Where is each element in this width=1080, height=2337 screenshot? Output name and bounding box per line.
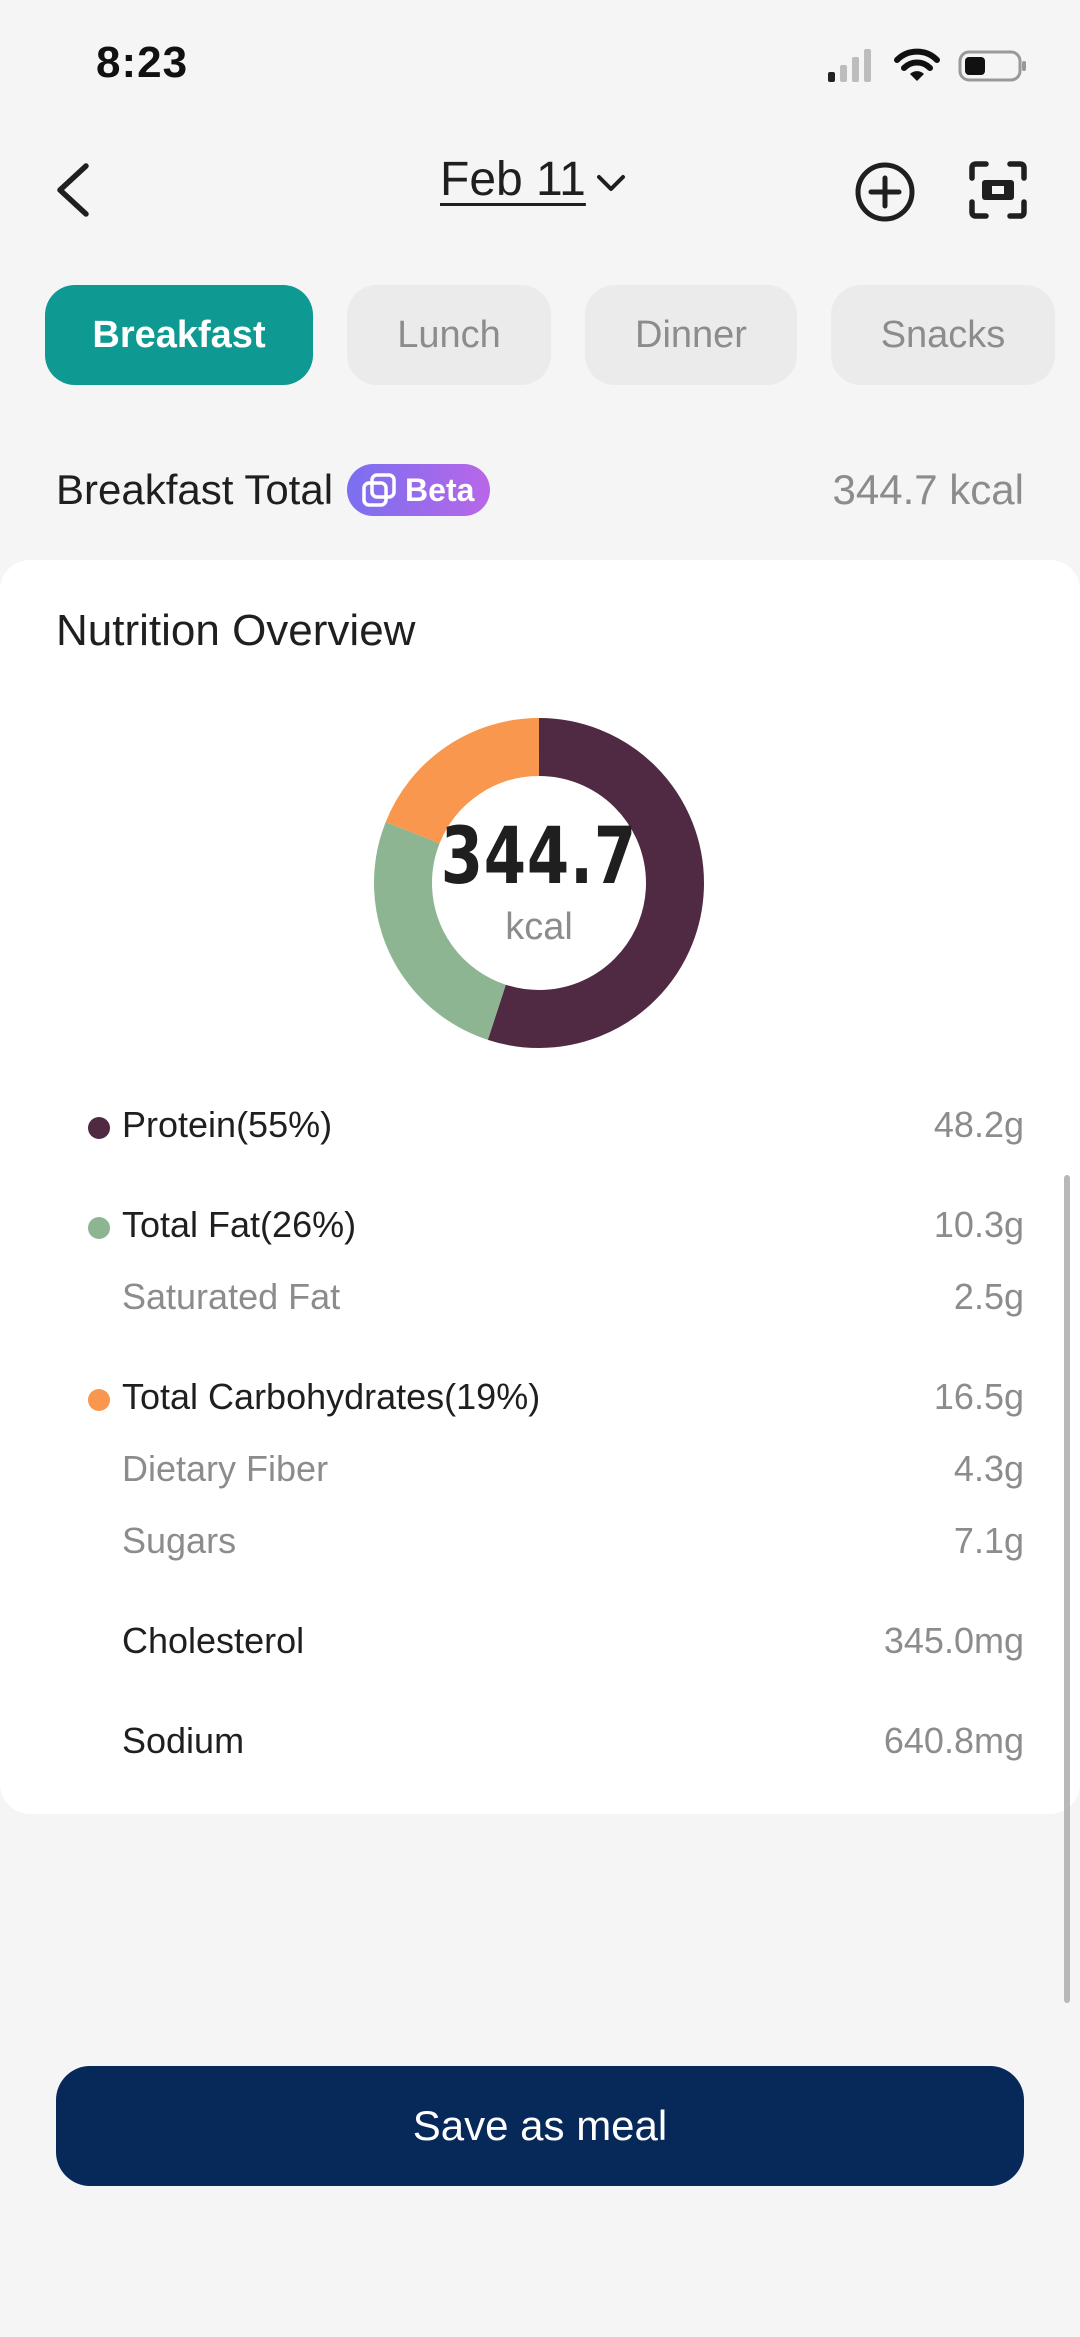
donut-center: 344.7 kcal [374, 718, 704, 1048]
nutrient-label: Cholesterol [122, 1620, 305, 1661]
nutrient-value: 48.2g [933, 1104, 1024, 1145]
scan-button[interactable] [968, 160, 1028, 220]
donut-segment-total-carbohydrates [374, 718, 704, 1048]
meal-total-label: Breakfast Total [56, 466, 334, 513]
copy-icon [362, 473, 396, 507]
tab-lunch[interactable]: Lunch [347, 285, 551, 385]
header: Feb 11 [0, 140, 1080, 240]
nutrient-value: 7.1g [953, 1520, 1024, 1561]
nutrient-label: Saturated Fat [122, 1276, 341, 1317]
protein-dot [88, 1117, 110, 1139]
nutrient-row-total-carbohydrates: Total Carbohydrates(19%) 16.5g [0, 1372, 1080, 1422]
beta-label: Beta [405, 471, 475, 508]
nutrient-row-cholesterol: Cholesterol 345.0mg [0, 1616, 1080, 1666]
meal-tabs: Breakfast Lunch Dinner Snacks [45, 285, 1055, 385]
status-icons [826, 48, 1028, 84]
nutrient-value: 2.5g [953, 1276, 1024, 1317]
date-picker[interactable]: Feb 11 [440, 152, 626, 207]
nutrient-row-sodium: Sodium 640.8mg [0, 1716, 1080, 1766]
nutrient-row-sugars: Sugars 7.1g [0, 1516, 1080, 1566]
nutrient-value: 640.8mg [883, 1720, 1024, 1761]
nutrient-label: Protein(55%) [122, 1104, 333, 1145]
nutrition-overview-card: Nutrition Overview 344.7 kcal Protein(55… [0, 560, 1080, 1814]
tab-breakfast[interactable]: Breakfast [45, 285, 313, 385]
nutrient-label: Sodium [122, 1720, 245, 1761]
nutrient-value: 10.3g [933, 1204, 1024, 1245]
fat-dot [88, 1217, 110, 1239]
nutrient-value: 345.0mg [883, 1620, 1024, 1661]
nutrient-value: 16.5g [933, 1376, 1024, 1417]
chevron-down-icon [596, 174, 625, 191]
nutrient-row-saturated-fat: Saturated Fat 2.5g [0, 1272, 1080, 1322]
donut-segment-total-fat [374, 718, 704, 1048]
cellular-signal-icon [828, 49, 871, 82]
carbs-dot [88, 1389, 110, 1411]
nutrient-row-dietary-fiber: Dietary Fiber 4.3g [0, 1444, 1080, 1494]
status-bar: 8:23 [0, 0, 1080, 130]
status-time: 8:23 [96, 38, 189, 87]
nutrient-label: Total Carbohydrates(19%) [122, 1376, 541, 1417]
nutrient-row-total-fat: Total Fat(26%) 10.3g [0, 1200, 1080, 1250]
meal-total-row: Breakfast Total Beta 344.7 kcal [56, 460, 1024, 520]
scan-icon [969, 161, 1027, 219]
beta-badge[interactable]: Beta [347, 464, 491, 516]
scrollbar[interactable] [1064, 1175, 1070, 2003]
plus-circle-icon [855, 162, 915, 222]
meal-total-kcal: 344.7 kcal [832, 466, 1024, 513]
nutrient-label: Dietary Fiber [122, 1448, 329, 1489]
nutrient-row-protein: Protein(55%) 48.2g [0, 1100, 1080, 1150]
wifi-icon [894, 48, 940, 81]
add-food-button[interactable] [853, 160, 917, 224]
donut-kcal-unit: kcal [505, 905, 573, 948]
back-arrow-icon [57, 163, 89, 217]
date-label: Feb 11 [440, 153, 586, 206]
card-title: Nutrition Overview [56, 606, 416, 655]
nutrient-label: Total Fat(26%) [122, 1204, 357, 1245]
nutrient-value: 4.3g [953, 1448, 1024, 1489]
back-button[interactable] [48, 160, 98, 220]
save-as-meal-button[interactable]: Save as meal [56, 2066, 1024, 2186]
donut-kcal-value: 344.7 [440, 811, 638, 902]
macro-donut-chart [374, 718, 704, 1048]
tab-dinner[interactable]: Dinner [585, 285, 797, 385]
nutrient-label: Sugars [122, 1520, 237, 1561]
battery-icon [958, 50, 1026, 82]
tab-snacks[interactable]: Snacks [831, 285, 1055, 385]
